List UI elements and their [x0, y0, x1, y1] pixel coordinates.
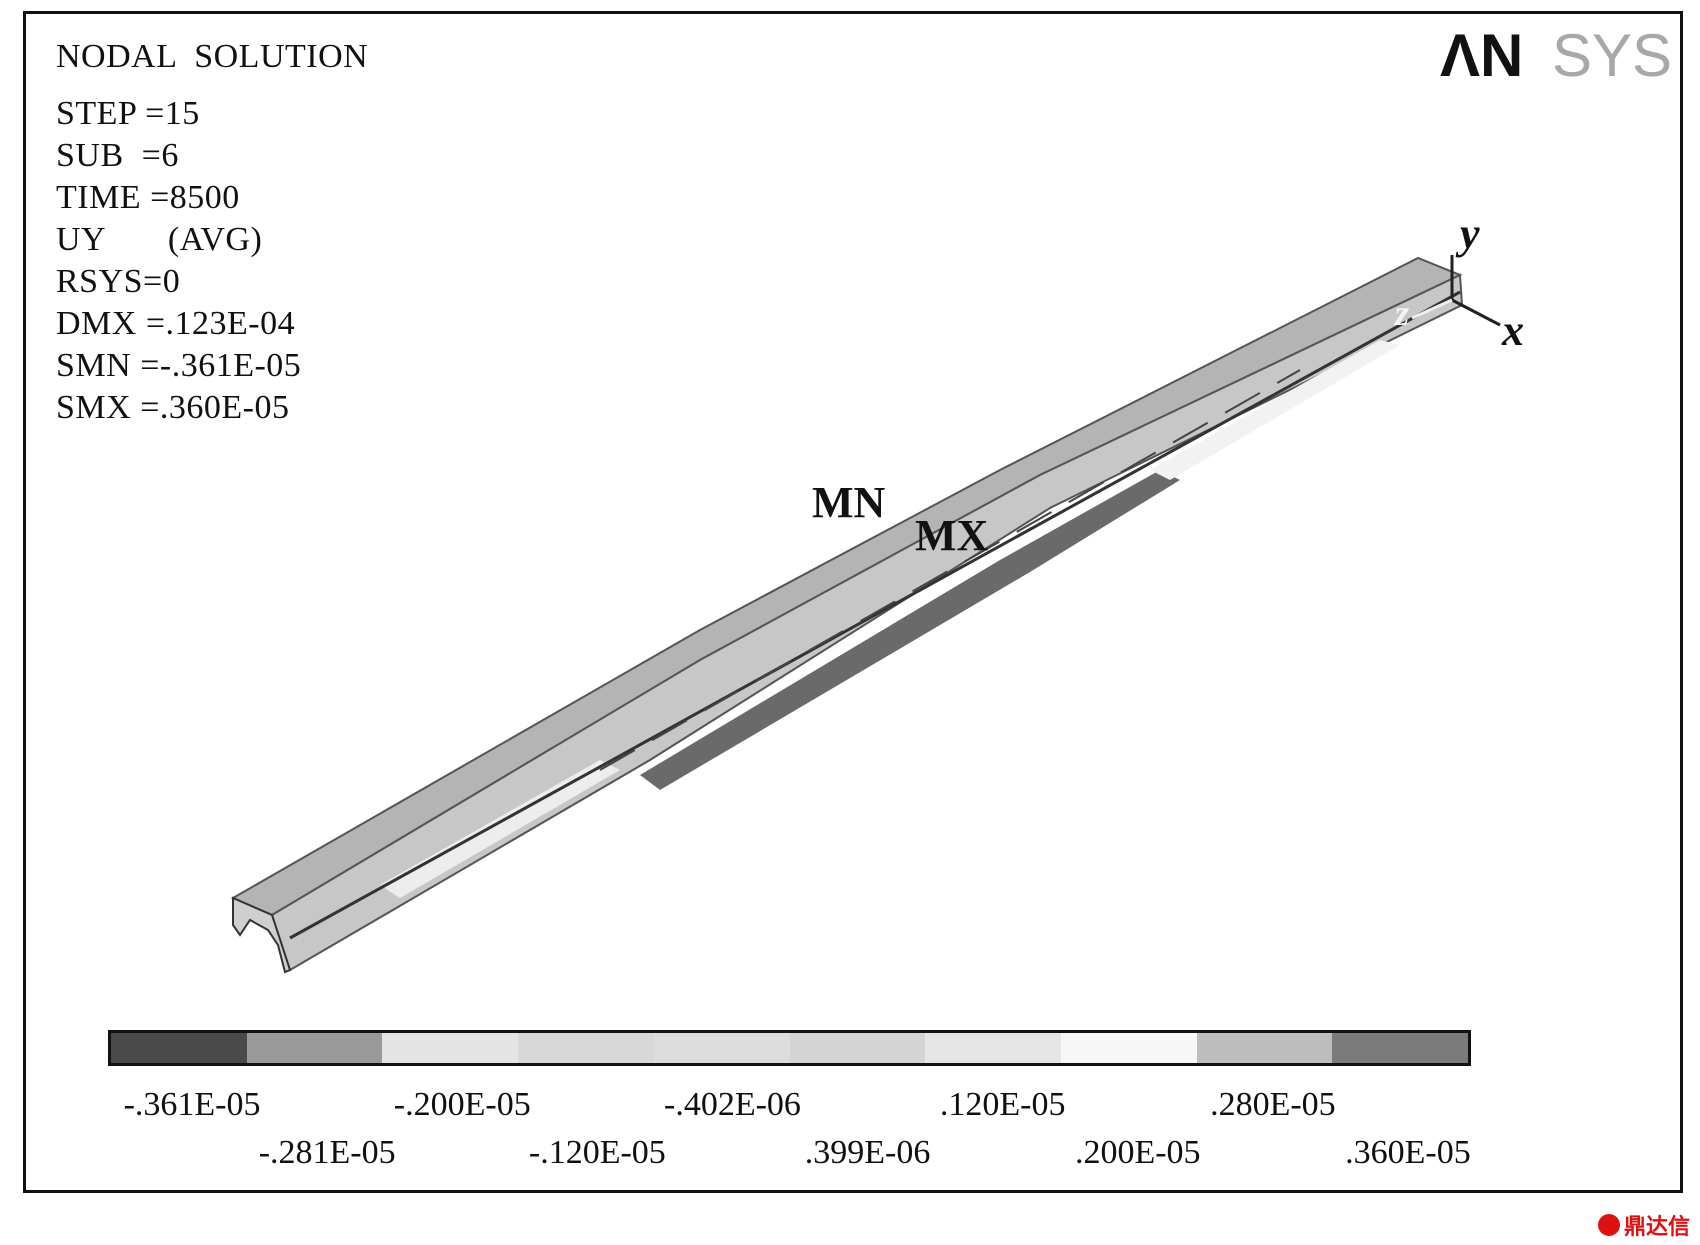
legend-band — [246, 1033, 383, 1063]
watermark-text: 鼎达信 — [1623, 1215, 1690, 1240]
axis-z-label: z — [1393, 293, 1409, 333]
legend-tick-label: .360E-05 — [1345, 1134, 1471, 1171]
info-smx: SMX =.360E-05 — [56, 389, 290, 426]
legend-tick-label: .200E-05 — [1074, 1134, 1201, 1171]
legend-band — [1196, 1033, 1333, 1063]
legend-band — [789, 1033, 926, 1063]
info-smn: SMN =-.361E-05 — [56, 347, 302, 384]
legend-color-bar — [108, 1030, 1471, 1066]
rail-dark-band — [640, 470, 1180, 790]
info-uy: UY (AVG) — [56, 221, 263, 258]
legend-tick-label: -.281E-05 — [258, 1134, 396, 1171]
legend-band — [1060, 1033, 1197, 1063]
mx-label: MX — [915, 511, 989, 560]
legend-band — [1332, 1033, 1469, 1063]
watermark-icon — [1597, 1214, 1620, 1236]
z-axis-line — [1411, 298, 1453, 320]
logo-prefix: ΛN — [1440, 24, 1523, 84]
info-dmx: DMX =.123E-04 — [56, 305, 296, 342]
rail-light-band — [380, 760, 620, 898]
legend-band — [518, 1033, 654, 1063]
legend-tick-label: -.120E-05 — [528, 1134, 666, 1171]
legend-tick-label: -.200E-05 — [393, 1086, 531, 1123]
info-rsys: RSYS=0 — [56, 263, 181, 300]
rail-end-section — [232, 896, 292, 974]
info-sub: SUB =6 — [56, 137, 179, 174]
legend-band — [111, 1033, 247, 1063]
legend-tick-label: -.402E-06 — [663, 1086, 801, 1123]
rail-groove-line-2 — [599, 369, 1301, 771]
watermark: 鼎达信 — [1597, 1209, 1690, 1241]
x-axis-line — [1451, 298, 1501, 327]
legend-band — [653, 1033, 790, 1063]
axis-x-label: x — [1501, 306, 1524, 355]
rail-light-band-2 — [1150, 340, 1400, 480]
legend-band — [382, 1033, 519, 1063]
legend-tick-label: .120E-05 — [939, 1086, 1066, 1123]
ansys-logo: ΛN SYS — [1440, 24, 1670, 84]
legend-tick-label: -.361E-05 — [123, 1086, 261, 1123]
legend-band — [925, 1033, 1061, 1063]
info-time: TIME =8500 — [56, 179, 240, 216]
mn-label: MN — [812, 478, 886, 527]
legend-tick-label: .399E-06 — [804, 1134, 931, 1171]
nodal-solution-title: NODAL SOLUTION — [56, 38, 369, 75]
legend-tick-label: .280E-05 — [1210, 1086, 1336, 1123]
info-step: STEP =15 — [56, 95, 200, 132]
rail-groove-line — [289, 290, 1461, 940]
logo-suffix: SYS — [1552, 24, 1670, 84]
axis-y-label: y — [1455, 209, 1480, 258]
